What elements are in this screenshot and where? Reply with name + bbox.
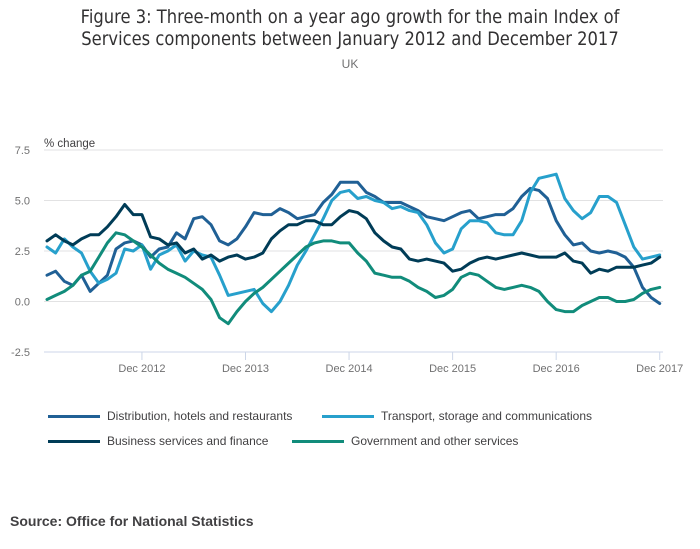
y-axis-label: % change (44, 138, 95, 150)
legend-item-business[interactable]: Business services and finance (48, 434, 268, 448)
source-note: Source: Office for National Statistics (10, 513, 254, 529)
legend-swatch (322, 414, 374, 418)
y-tick-label: 5.0 (15, 196, 30, 208)
legend-label: Business services and finance (107, 434, 269, 448)
y-tick-label: 0.0 (15, 297, 30, 309)
chart-title: Figure 3: Three-month on a year ago grow… (80, 6, 620, 50)
legend-swatch (48, 439, 100, 443)
legend-label: Transport, storage and communications (381, 409, 592, 423)
line-chart: 7.5 5.0 2.5 0.0 -2.5 Dec 2012 Dec 2013 Dec 201… (11, 138, 683, 375)
legend-label: Distribution, hotels and restaurants (107, 409, 293, 423)
x-tick-label: Dec 2017 (636, 363, 683, 375)
x-tick-label: Dec 2013 (222, 363, 269, 375)
series-line-government[interactable] (45, 231, 662, 326)
legend-item-government[interactable]: Government and other services (292, 434, 518, 448)
series-line-transport[interactable] (45, 172, 662, 314)
y-tick-label: 2.5 (15, 246, 30, 258)
chart-subtitle: UK (341, 57, 359, 71)
legend-item-distribution[interactable]: Distribution, hotels and restaurants (48, 409, 292, 423)
y-tick-label: -2.5 (11, 347, 30, 359)
legend-swatch (292, 439, 344, 443)
legend-swatch (48, 414, 100, 418)
x-tick-label: Dec 2012 (118, 363, 165, 375)
x-tick-label: Dec 2016 (533, 363, 580, 375)
y-tick-label: 7.5 (15, 145, 30, 157)
series-line-business[interactable] (45, 203, 662, 275)
legend-label: Government and other services (351, 434, 519, 448)
legend-item-transport[interactable]: Transport, storage and communications (322, 409, 592, 423)
x-tick-label: Dec 2014 (326, 363, 373, 375)
x-tick-label: Dec 2015 (429, 363, 476, 375)
